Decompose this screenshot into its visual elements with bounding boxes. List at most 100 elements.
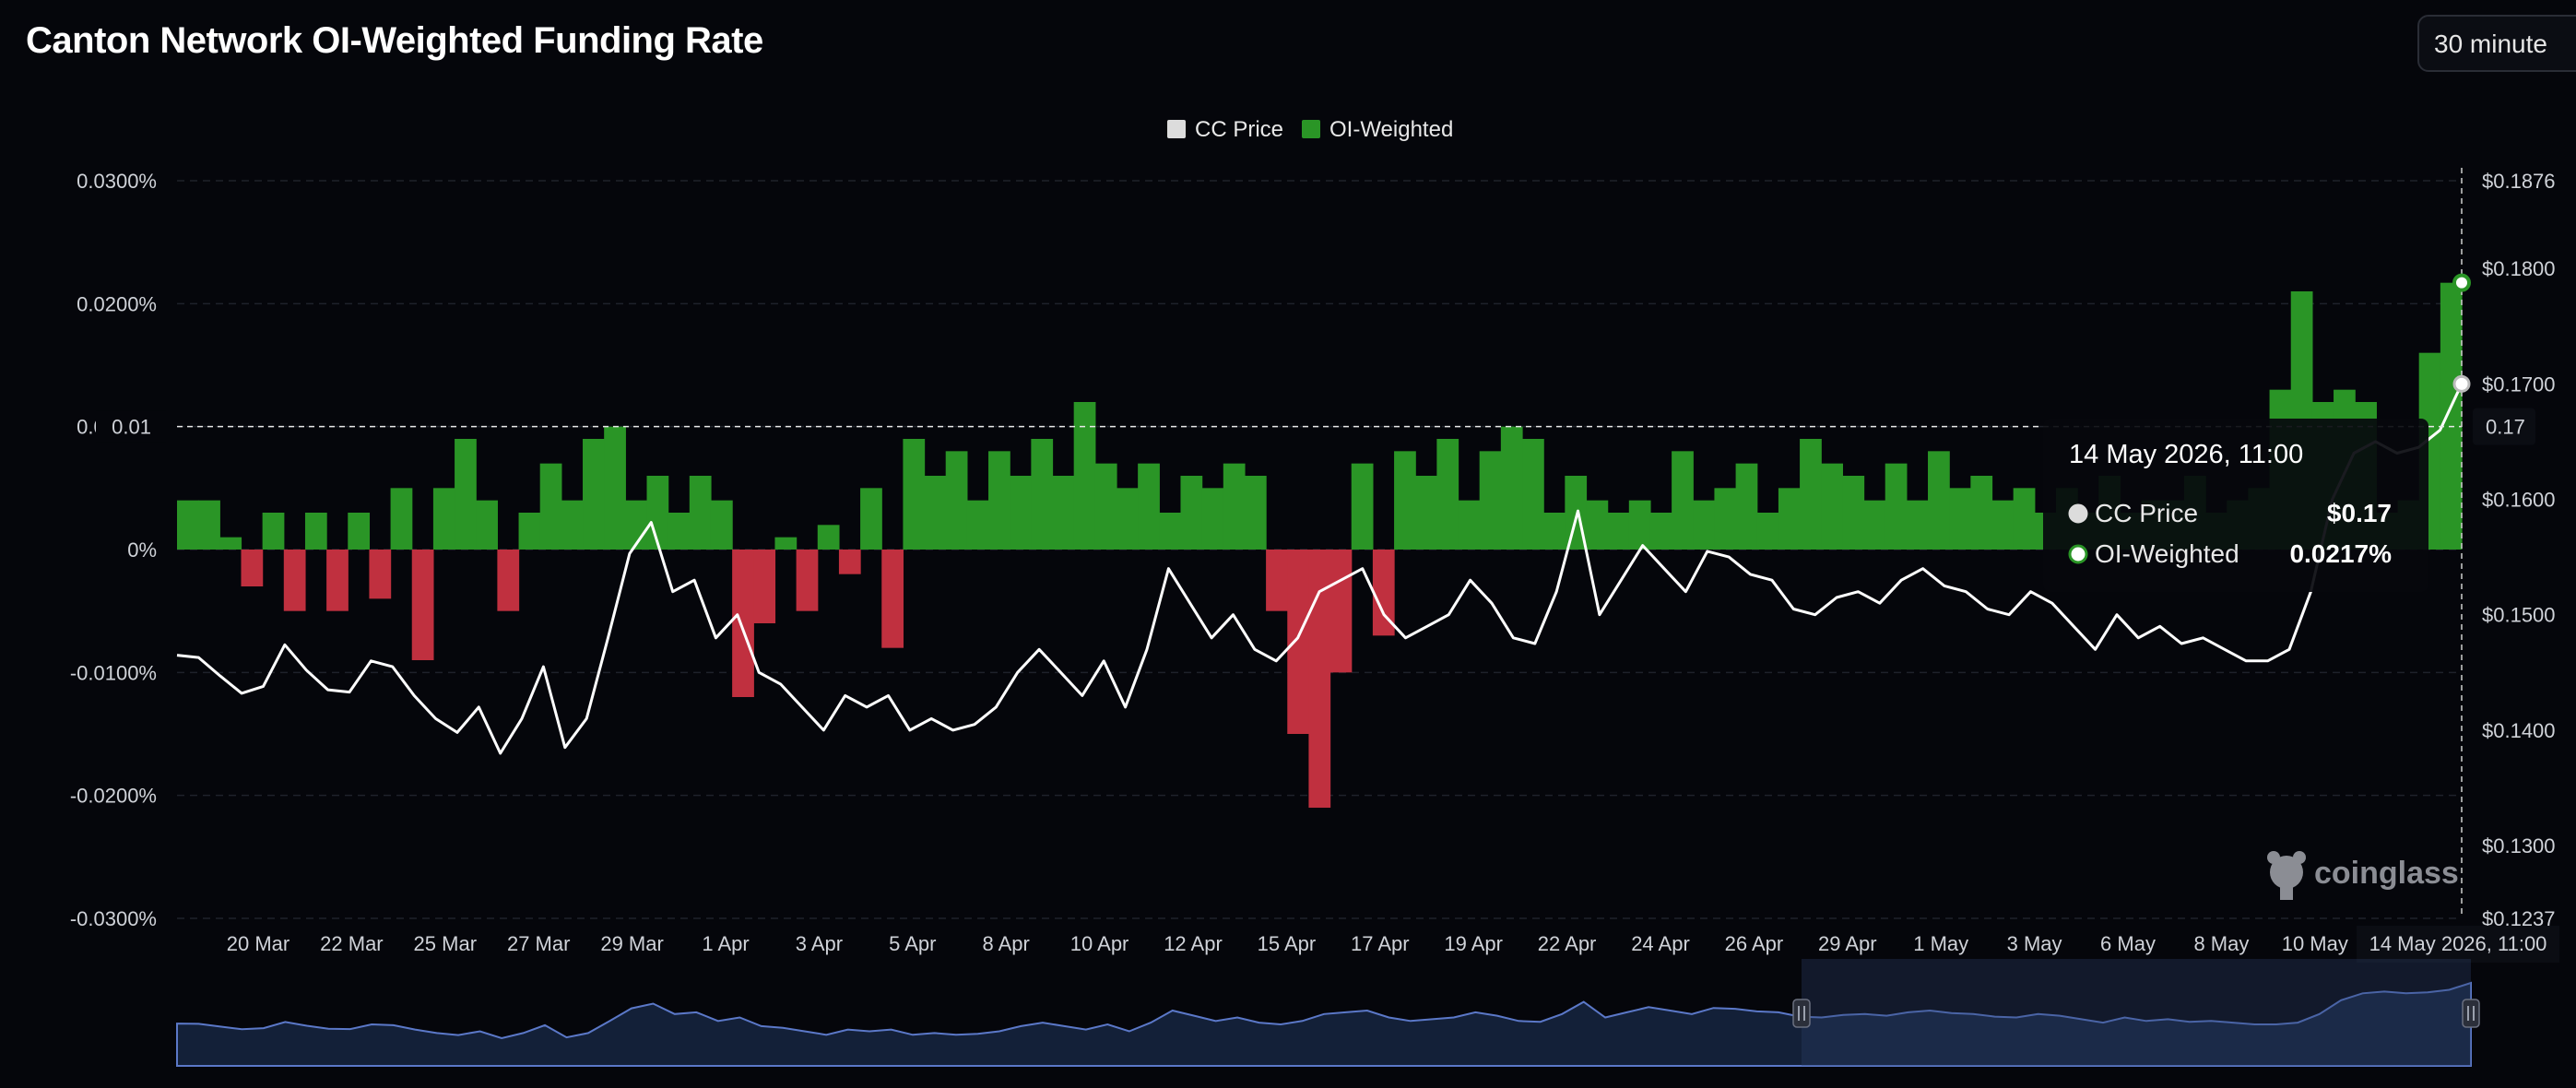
funding-bar [1522, 439, 1544, 550]
funding-bar [1308, 550, 1331, 808]
funding-bar [1821, 463, 1843, 550]
funding-bar [1458, 500, 1481, 550]
drag-handle-icon[interactable] [2462, 999, 2480, 1028]
funding-bar [796, 550, 819, 611]
x-tick-label: 19 Apr [1444, 932, 1503, 955]
range-navigator[interactable] [176, 959, 2480, 1067]
funding-marker [2452, 273, 2471, 292]
y-right-tick-label: $0.1700 [2482, 373, 2556, 396]
interval-value: 30 minute [2434, 30, 2547, 58]
funding-bar [1949, 488, 1971, 550]
crosshair-price-label: 0.17 [2486, 416, 2525, 439]
funding-bar [1052, 476, 1075, 550]
funding-bar [1885, 463, 1908, 550]
funding-bar [1842, 476, 1865, 550]
funding-bar [1329, 550, 1353, 673]
funding-bar [1094, 463, 1117, 550]
x-tick-label: 3 May [2007, 932, 2062, 955]
funding-bar [1863, 500, 1886, 550]
funding-bar [1223, 463, 1246, 550]
tooltip-row-value: 0.0217% [2289, 539, 2392, 568]
x-tick-label: 10 Apr [1070, 932, 1129, 955]
x-tick-label: 29 Mar [600, 932, 663, 955]
x-tick-label: 15 Apr [1258, 932, 1317, 955]
y-right-tick-label: $0.1800 [2482, 257, 2556, 280]
funding-bar [1138, 463, 1160, 550]
x-tick-label: 27 Mar [507, 932, 570, 955]
y-right-tick-label: $0.1876 [2482, 170, 2556, 193]
funding-bar [1672, 451, 1694, 550]
y-left-tick-label: 0.0300% [77, 170, 157, 193]
funding-bar [1479, 451, 1502, 550]
y-right-tick-label: $0.1300 [2482, 834, 2556, 857]
funding-bar [583, 439, 605, 550]
funding-bar [1180, 476, 1203, 550]
funding-bar [390, 488, 413, 550]
coinglass-logo-icon [2267, 851, 2306, 900]
navigator-selection [1802, 959, 2471, 1066]
funding-bar [262, 513, 285, 550]
funding-bar [1073, 402, 1096, 550]
watermark: coinglass [2267, 851, 2459, 900]
funding-bar [1287, 550, 1310, 734]
funding-bar [1970, 476, 1993, 550]
funding-bar [732, 550, 754, 697]
drag-handle-icon[interactable] [1792, 999, 1811, 1028]
funding-bar [497, 550, 520, 611]
price-marker [2452, 374, 2471, 393]
funding-bar [518, 513, 541, 550]
funding-bar [945, 451, 968, 550]
funding-bar [860, 488, 882, 550]
price-line [176, 383, 2464, 755]
funding-bar [1628, 500, 1651, 550]
tooltip-box [2043, 419, 2428, 592]
funding-bar [924, 476, 947, 550]
funding-bar [817, 525, 840, 550]
funding-bar [1543, 513, 1566, 550]
tooltip-row-value: $0.17 [2327, 499, 2392, 527]
interval-select[interactable]: 30 minute ⌃ [2417, 15, 2576, 72]
funding-bar [903, 439, 926, 550]
funding-bar [177, 500, 199, 550]
x-axis: 20 Mar 22 Mar 25 Mar 27 Mar 29 Mar 1 Apr 3 Apr… [227, 932, 2348, 955]
funding-bar [1607, 513, 1630, 550]
x-tick-label: 25 Mar [414, 932, 477, 955]
funding-bar [348, 513, 371, 550]
y-left-tick-label: -0.0300% [70, 907, 157, 930]
funding-bar [1693, 500, 1716, 550]
funding-bar [1991, 500, 2015, 550]
x-tick-label: 20 Mar [227, 932, 290, 955]
funding-bar [838, 550, 861, 574]
navigator-area [176, 981, 2472, 1067]
funding-bar [881, 550, 904, 648]
funding-bar [1735, 463, 1758, 550]
funding-bar [753, 550, 776, 623]
funding-bar [2440, 282, 2463, 550]
funding-bar [1244, 476, 1267, 550]
funding-bar [1649, 513, 1672, 550]
funding-bar [1116, 488, 1139, 550]
funding-bar [476, 500, 498, 550]
legend-swatch [1302, 120, 1320, 138]
crosshair-y-label: 0.01 [112, 416, 151, 439]
funding-bar [1586, 500, 1609, 550]
chart-legend[interactable]: CC Price OI-Weighted [1167, 117, 1453, 142]
x-tick-label: 17 Apr [1351, 932, 1410, 955]
x-tick-label: 26 Apr [1725, 932, 1784, 955]
funding-bar [1394, 451, 1416, 550]
funding-bar [668, 513, 691, 550]
crosshair-x-badge [2357, 926, 2559, 963]
funding-bar [1159, 513, 1182, 550]
funding-bar [1714, 488, 1737, 550]
y-axis-right: $0.1876 $0.1800 $0.1700 $0.1600 $0.1500 $0.14… [2482, 170, 2556, 930]
x-tick-label: 3 Apr [796, 932, 843, 955]
legend-item-label: OI-Weighted [1329, 117, 1453, 142]
x-tick-label: 24 Apr [1631, 932, 1690, 955]
x-tick-label: 1 May [1913, 932, 1968, 955]
legend-swatch [1167, 120, 1186, 138]
tooltip-row-dot [2068, 503, 2088, 524]
x-tick-label: 5 Apr [889, 932, 936, 955]
funding-bar [241, 550, 264, 586]
legend-item-label: CC Price [1195, 117, 1283, 142]
